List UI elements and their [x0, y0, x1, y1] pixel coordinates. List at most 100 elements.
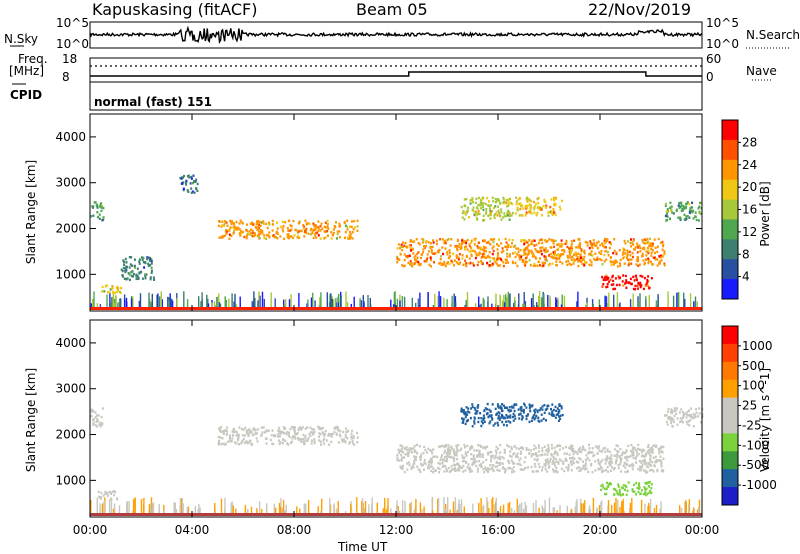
data-cell	[346, 236, 349, 239]
data-cell	[502, 404, 505, 407]
data-cell	[258, 233, 261, 236]
data-cell	[698, 412, 701, 415]
data-cell	[492, 245, 495, 248]
data-cell	[520, 255, 523, 258]
data-cell	[300, 427, 303, 430]
clutter-mark	[487, 296, 489, 307]
data-cell	[334, 225, 337, 228]
data-cell	[417, 260, 420, 264]
clutter-mark	[555, 297, 557, 307]
data-cell	[94, 423, 97, 427]
data-cell	[259, 229, 262, 232]
data-cell	[418, 445, 421, 448]
data-cell	[98, 217, 101, 220]
data-cell	[102, 206, 105, 210]
data-cell	[647, 259, 650, 262]
data-cell	[539, 454, 542, 457]
data-cell	[626, 255, 629, 258]
data-cell	[610, 457, 613, 461]
data-cell	[605, 239, 608, 242]
data-cell	[681, 417, 684, 420]
data-cell	[245, 235, 248, 238]
data-cell	[572, 449, 575, 453]
data-cell	[554, 254, 557, 257]
data-cell	[515, 200, 518, 203]
data-cell	[475, 197, 478, 201]
data-cell	[661, 255, 664, 258]
data-cell	[502, 457, 505, 460]
data-cell	[481, 205, 484, 208]
data-cell	[647, 481, 650, 484]
data-cell	[443, 470, 446, 473]
data-cell	[220, 425, 223, 429]
clutter-mark	[281, 507, 283, 513]
data-cell	[568, 253, 571, 257]
data-cell	[584, 464, 587, 467]
data-cell	[260, 426, 263, 429]
clutter-mark	[307, 299, 309, 307]
data-cell	[666, 410, 669, 413]
data-cell	[476, 246, 479, 250]
data-cell	[511, 406, 514, 409]
data-cell	[537, 201, 540, 205]
data-cell	[125, 269, 128, 272]
data-cell	[128, 278, 131, 282]
data-cell	[590, 462, 593, 466]
clutter-mark	[151, 293, 153, 307]
data-cell	[616, 492, 619, 495]
data-cell	[324, 430, 327, 433]
data-cell	[601, 242, 603, 245]
data-cell	[627, 258, 630, 262]
data-cell	[292, 219, 295, 223]
data-cell	[483, 248, 486, 251]
clutter-mark	[514, 300, 516, 307]
clutter-mark	[307, 500, 310, 513]
data-cell	[444, 241, 447, 245]
nsky-label: N.Sky	[4, 32, 39, 46]
data-cell	[309, 434, 312, 437]
data-cell	[619, 258, 622, 262]
data-cell	[660, 254, 662, 257]
data-cell	[606, 282, 609, 286]
data-cell	[220, 430, 223, 434]
clutter-mark	[213, 301, 216, 307]
clutter-mark	[501, 300, 504, 307]
data-cell	[614, 462, 617, 465]
data-cell	[531, 252, 534, 256]
data-cell	[185, 183, 188, 186]
clutter-mark	[369, 298, 371, 307]
data-cell	[507, 415, 510, 419]
clutter-mark	[434, 293, 436, 307]
clutter-mark	[401, 296, 403, 307]
data-cell	[638, 459, 641, 463]
data-cell	[586, 241, 589, 244]
data-cell	[501, 403, 504, 406]
data-cell	[645, 493, 648, 497]
data-cell	[651, 249, 654, 252]
data-cell	[622, 257, 625, 260]
clutter-mark	[258, 291, 260, 307]
data-cell	[529, 207, 532, 210]
data-cell	[335, 432, 338, 435]
data-cell	[440, 456, 443, 459]
clutter-mark	[279, 506, 282, 513]
data-cell	[666, 423, 669, 426]
y-tick-label: 2000	[55, 428, 86, 442]
data-cell	[444, 455, 446, 459]
data-cell	[349, 233, 352, 236]
data-cell	[452, 463, 455, 466]
data-cell	[226, 426, 229, 429]
data-cell	[318, 427, 321, 431]
data-cell	[551, 255, 554, 258]
data-cell	[101, 205, 103, 208]
data-cell	[473, 461, 476, 464]
data-cell	[291, 425, 294, 429]
data-cell	[432, 241, 435, 244]
data-cell	[441, 246, 444, 249]
colorbar-segment	[722, 361, 738, 381]
data-cell	[508, 410, 511, 413]
data-cell	[625, 493, 628, 496]
data-cell	[561, 243, 564, 246]
data-cell	[96, 211, 99, 214]
clutter-mark	[138, 300, 140, 307]
